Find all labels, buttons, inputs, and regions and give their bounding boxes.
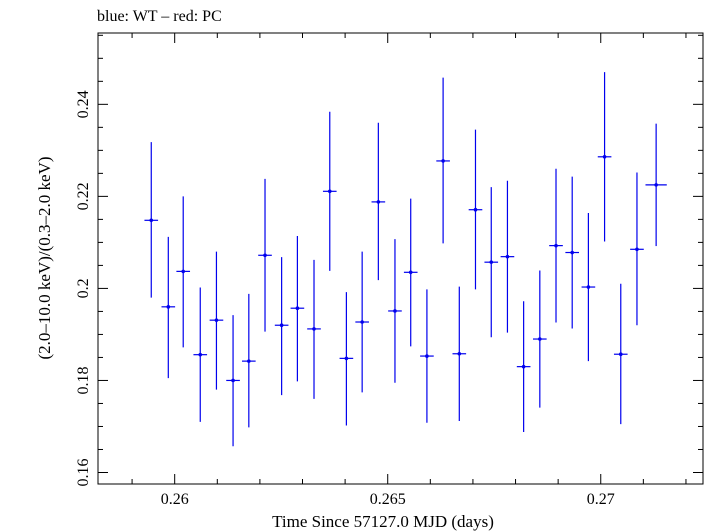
point-marker <box>457 351 462 356</box>
plot-frame <box>97 32 704 485</box>
y-tick-label: 0.24 <box>75 90 92 118</box>
point-marker <box>586 285 591 289</box>
point-marker <box>198 352 203 357</box>
chart-title: blue: WT – red: PC <box>97 8 222 25</box>
data-point <box>500 180 515 333</box>
point-marker <box>376 200 381 204</box>
y-axis-ticks: 0.16 0.18 0.2 0.22 0.24 <box>75 34 703 486</box>
data-point <box>597 72 612 242</box>
data-point <box>371 122 386 281</box>
point-marker <box>521 364 526 369</box>
point-marker <box>181 269 186 274</box>
point-marker <box>473 207 478 212</box>
data-point <box>452 286 467 421</box>
data-point <box>144 142 159 298</box>
point-marker <box>149 218 154 223</box>
point-marker <box>344 356 349 361</box>
point-marker <box>231 378 235 383</box>
point-marker <box>393 309 397 313</box>
point-marker <box>654 183 658 187</box>
data-point <box>581 212 596 362</box>
x-tick-label: 0.26 <box>161 491 189 508</box>
point-marker <box>263 253 267 258</box>
data-point <box>388 239 402 383</box>
data-point <box>274 257 289 396</box>
point-marker <box>602 154 607 159</box>
point-marker <box>618 352 623 357</box>
point-marker <box>489 260 494 264</box>
data-point <box>484 187 499 338</box>
data-point <box>339 292 354 426</box>
data-point <box>322 111 337 271</box>
data-point <box>290 235 305 382</box>
data-point <box>420 289 434 423</box>
point-marker <box>312 327 316 331</box>
point-marker <box>247 359 251 363</box>
data-point <box>242 293 256 428</box>
point-marker <box>505 254 510 259</box>
data-point <box>549 168 563 323</box>
x-axis-ticks: 0.26 0.265 0.27 <box>131 33 687 508</box>
data-point <box>436 77 450 244</box>
data-point <box>193 287 208 422</box>
data-point <box>226 315 240 447</box>
point-marker <box>554 243 558 248</box>
data-point <box>516 301 531 432</box>
data-points <box>144 72 667 447</box>
x-axis-label: Time Since 57127.0 MJD (days) <box>272 512 494 531</box>
point-marker <box>166 305 171 309</box>
point-marker <box>635 247 639 252</box>
data-point <box>645 123 667 247</box>
y-tick-label: 0.16 <box>75 458 92 486</box>
point-marker <box>327 189 332 194</box>
y-tick-label: 0.18 <box>75 366 92 394</box>
point-marker <box>360 320 364 324</box>
point-marker <box>214 318 219 322</box>
y-axis-label: (2.0–10.0 keV)/(0.3–2.0 keV) <box>35 156 54 359</box>
data-point <box>630 172 644 326</box>
point-marker <box>570 250 575 255</box>
point-marker <box>425 354 429 358</box>
data-point <box>403 198 418 347</box>
y-tick-label: 0.22 <box>75 182 92 210</box>
y-tick-label: 0.2 <box>75 278 92 298</box>
data-point <box>176 196 191 348</box>
data-point <box>565 176 580 329</box>
point-marker <box>538 337 542 341</box>
point-marker <box>441 159 445 163</box>
point-marker <box>408 270 413 275</box>
x-tick-label: 0.265 <box>370 491 406 508</box>
point-marker <box>279 323 284 328</box>
data-point <box>533 270 547 408</box>
x-tick-label: 0.27 <box>587 491 615 508</box>
data-point <box>209 251 224 390</box>
data-point <box>307 259 321 399</box>
point-marker <box>295 306 300 311</box>
data-point <box>161 236 176 379</box>
data-point <box>258 178 272 332</box>
data-point <box>355 251 369 393</box>
data-point <box>613 283 628 425</box>
data-point <box>468 129 483 290</box>
